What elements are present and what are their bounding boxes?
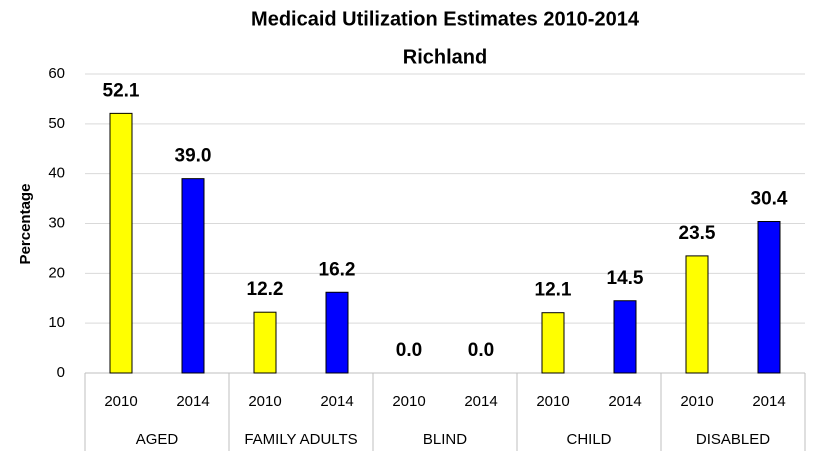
- value-label: 39.0: [175, 146, 212, 167]
- y-tick-label: 0: [57, 364, 65, 381]
- x-tick-label: 2010: [392, 393, 425, 410]
- value-label: 0.0: [468, 340, 494, 361]
- x-tick-label: 2014: [320, 393, 353, 410]
- value-label: 12.1: [535, 280, 572, 301]
- x-group-label: BLIND: [423, 431, 467, 448]
- x-tick-label: 2010: [536, 393, 569, 410]
- value-label: 12.2: [247, 279, 284, 300]
- x-tick-label: 2014: [176, 393, 209, 410]
- y-tick-label: 40: [48, 165, 65, 182]
- x-tick-label: 2014: [464, 393, 497, 410]
- x-tick-label: 2014: [608, 393, 641, 410]
- bar: [757, 221, 781, 374]
- y-tick-label: 30: [48, 214, 65, 231]
- x-tick-label: 2014: [752, 393, 785, 410]
- chart-subtitle: Richland: [403, 46, 487, 68]
- y-tick-label: 60: [48, 65, 65, 82]
- x-group-label: CHILD: [566, 431, 611, 448]
- x-group-label: FAMILY ADULTS: [244, 431, 357, 448]
- bar: [325, 291, 349, 374]
- value-label: 14.5: [607, 268, 644, 289]
- value-label: 0.0: [396, 340, 422, 361]
- value-label: 52.1: [103, 80, 140, 101]
- value-label: 16.2: [319, 259, 356, 280]
- y-tick-label: 20: [48, 264, 65, 281]
- bar: [181, 178, 205, 374]
- bar: [253, 311, 277, 374]
- value-label: 23.5: [679, 223, 716, 244]
- bar: [109, 112, 133, 374]
- bar: [613, 300, 637, 374]
- x-tick-label: 2010: [248, 393, 281, 410]
- y-tick-label: 10: [48, 314, 65, 331]
- x-group-label: DISABLED: [696, 431, 770, 448]
- x-tick-label: 2010: [104, 393, 137, 410]
- y-axis-label: Percentage: [17, 184, 34, 265]
- bar: [685, 255, 709, 374]
- y-tick-label: 50: [48, 115, 65, 132]
- x-tick-label: 2010: [680, 393, 713, 410]
- value-label: 30.4: [751, 189, 788, 210]
- bar: [541, 312, 565, 374]
- chart-title: Medicaid Utilization Estimates 2010-2014: [251, 8, 640, 30]
- x-group-label: AGED: [136, 431, 179, 448]
